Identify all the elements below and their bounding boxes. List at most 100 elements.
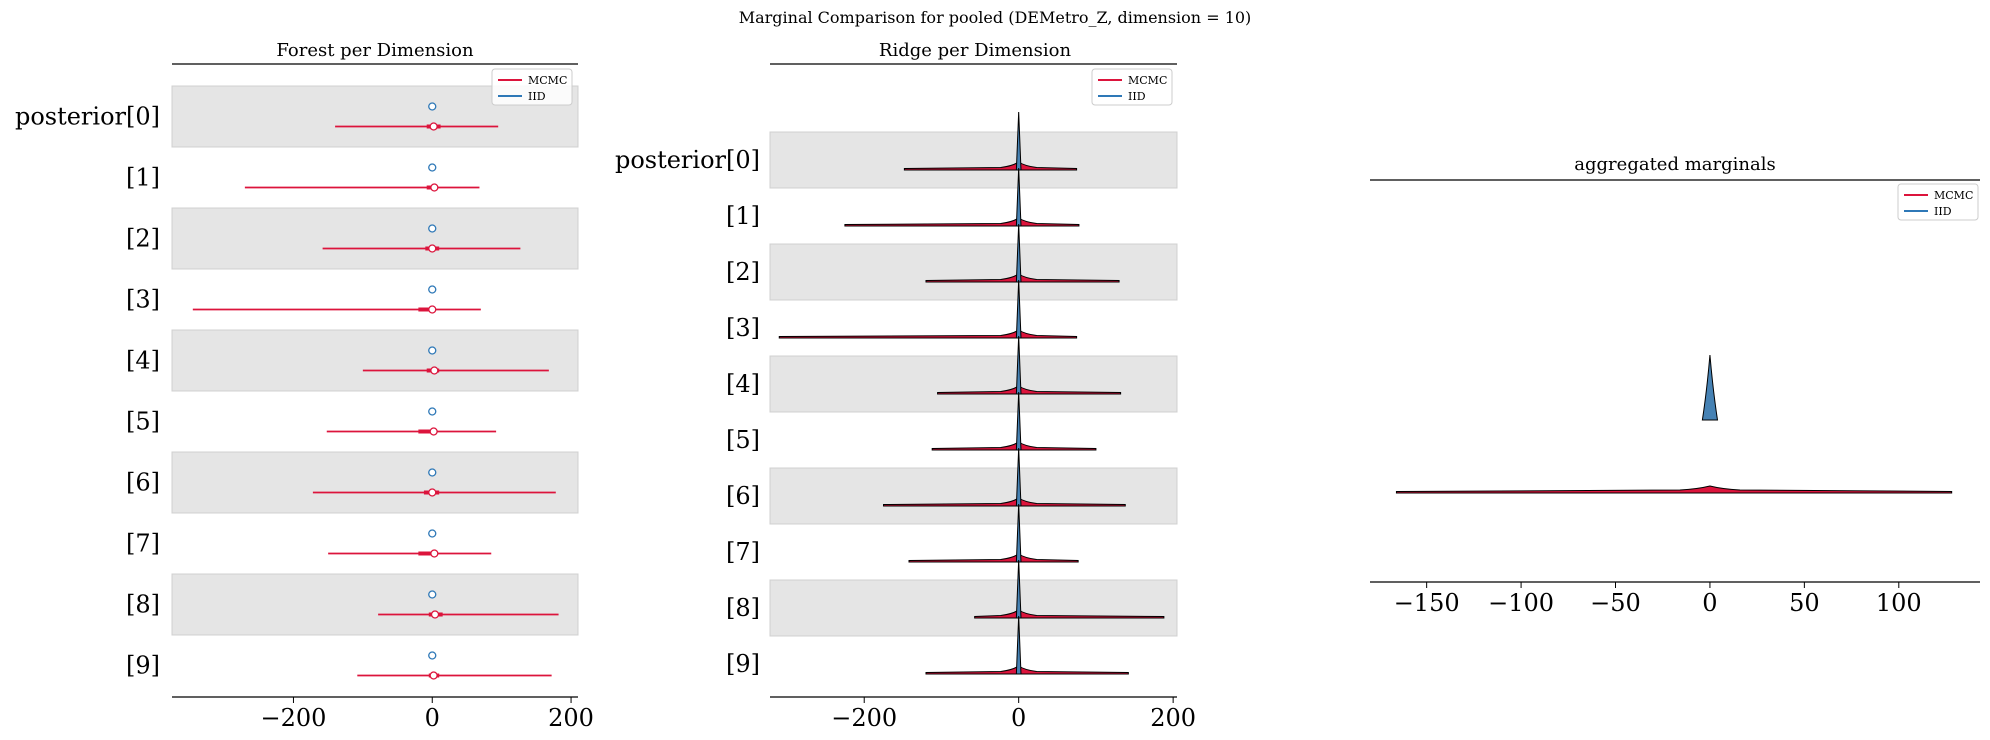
iid-median-point [428, 102, 437, 111]
mcmc-ridge-density [908, 553, 1079, 563]
legend-label-iid: IID [1128, 90, 1146, 103]
forest-marks [192, 102, 559, 680]
mcmc-median-point [428, 488, 437, 497]
iid-median-point [428, 407, 437, 416]
ridge-band [769, 579, 1178, 637]
ridge-y-label: [9] [726, 650, 760, 678]
mcmc-median-point [429, 427, 438, 436]
forest-y-label: [6] [126, 469, 160, 497]
x-tick-label: 0 [1702, 589, 1717, 617]
mcmc-median-point [429, 122, 438, 131]
iid-ridge-density [1015, 167, 1022, 227]
legend-label-iid: IID [528, 90, 546, 103]
ridge-y-label: [6] [726, 482, 760, 510]
iid-ridge-density [1015, 279, 1022, 339]
iid-median-point [428, 468, 437, 477]
forest-legend: MCMC IID [491, 68, 573, 106]
iid-median-point [428, 346, 437, 355]
mcmc-median-point [430, 610, 440, 619]
iid-ridge-density [1015, 559, 1022, 619]
ridge-panel: Ridge per Dimension posterior[0] [1] [2] [3… [615, 40, 1196, 732]
forest-y-label: [7] [126, 530, 160, 558]
x-tick-label: 200 [1150, 704, 1196, 732]
iid-median-point [428, 224, 437, 233]
forest-y-label: [1] [126, 164, 160, 192]
forest-y-label: [4] [126, 347, 160, 375]
iid-ridge-density [1015, 223, 1022, 283]
ridge-bands [769, 131, 1178, 637]
ridge-y-label: [7] [726, 538, 760, 566]
mcmc-median-point [429, 671, 438, 680]
ridge-y-label: [2] [726, 258, 760, 286]
aggregated-marks [1395, 354, 1953, 494]
iid-median-point [428, 529, 437, 538]
forest-y-labels: posterior[0] [1] [2] [3] [4] [5] [6] [7] [8] [9] [15, 103, 160, 680]
iid-ridge-density [1015, 447, 1022, 507]
aggregated-panel: aggregated marginals −150 −100 −50 0 50 100 M… [1370, 154, 1980, 617]
mcmc-median-point [428, 305, 437, 314]
mcmc-ridge-density [778, 329, 1078, 339]
aggregated-title: aggregated marginals [1574, 154, 1775, 175]
mcmc-ridge-density [844, 217, 1080, 227]
legend-label-mcmc: MCMC [1128, 74, 1167, 87]
iid-median-point [428, 590, 437, 599]
ridge-y-label: [4] [726, 370, 760, 398]
forest-bands [171, 85, 579, 636]
iid-ridge-density [1015, 111, 1022, 171]
forest-title: Forest per Dimension [276, 40, 474, 61]
mcmc-median-point [430, 366, 439, 375]
forest-y-label: [3] [126, 286, 160, 314]
forest-band [171, 207, 579, 270]
iid-aggregated-density [1701, 354, 1719, 421]
forest-band [171, 329, 579, 392]
iid-median-point [428, 163, 437, 172]
x-tick-label: 50 [1789, 589, 1820, 617]
mcmc-median-point [430, 183, 439, 192]
mcmc-median-point [428, 244, 437, 253]
mcmc-ridge-density [931, 441, 1097, 451]
aggregated-legend: MCMC IID [1897, 183, 1979, 221]
forest-y-label: [9] [126, 652, 160, 680]
iid-ridge-density [1015, 615, 1022, 675]
x-tick-label: −150 [1394, 589, 1460, 617]
x-tick-label: −200 [260, 704, 326, 732]
ridge-y-label: [1] [726, 202, 760, 230]
mcmc-ridge-density [925, 665, 1129, 675]
ridge-y-label: [5] [726, 426, 760, 454]
forest-band [171, 573, 579, 636]
legend-label-iid: IID [1934, 205, 1952, 218]
forest-y-label: [2] [126, 225, 160, 253]
legend-label-mcmc: MCMC [528, 74, 567, 87]
ridge-y-labels: posterior[0] [1] [2] [3] [4] [5] [6] [7] [8] [9] [615, 146, 760, 678]
ridge-marks [778, 111, 1165, 675]
x-tick-label: −200 [831, 704, 897, 732]
iid-ridge-density [1015, 503, 1022, 563]
ridge-y-label: posterior[0] [615, 146, 760, 174]
forest-y-label: [8] [126, 591, 160, 619]
aggregated-x-axis: −150 −100 −50 0 50 100 [1370, 179, 1980, 617]
x-tick-label: 0 [425, 704, 440, 732]
figure-suptitle: Marginal Comparison for pooled (DEMetro_… [739, 8, 1252, 27]
ridge-band [769, 355, 1178, 413]
iid-ridge-density [1015, 335, 1022, 395]
forest-band [171, 451, 579, 514]
forest-x-axis: −200 0 200 [172, 63, 594, 732]
forest-panel: Forest per Dimension posterior[0] [1] [2] [… [15, 40, 594, 732]
mcmc-aggregated-density [1395, 485, 1953, 494]
iid-ridge-density [1015, 391, 1022, 451]
forest-y-label: posterior[0] [15, 103, 160, 131]
x-tick-label: 0 [1011, 704, 1026, 732]
ridge-legend: MCMC IID [1091, 68, 1173, 106]
ridge-x-axis: −200 0 200 [770, 63, 1196, 732]
ridge-y-label: [8] [726, 594, 760, 622]
ridge-band [769, 467, 1178, 525]
x-tick-label: 100 [1876, 589, 1922, 617]
ridge-band [769, 243, 1178, 301]
ridge-band [769, 131, 1178, 189]
iid-median-point [428, 651, 437, 660]
x-tick-label: −100 [1488, 589, 1554, 617]
forest-y-label: [5] [126, 408, 160, 436]
x-tick-label: −50 [1590, 589, 1641, 617]
x-tick-label: 200 [548, 704, 594, 732]
